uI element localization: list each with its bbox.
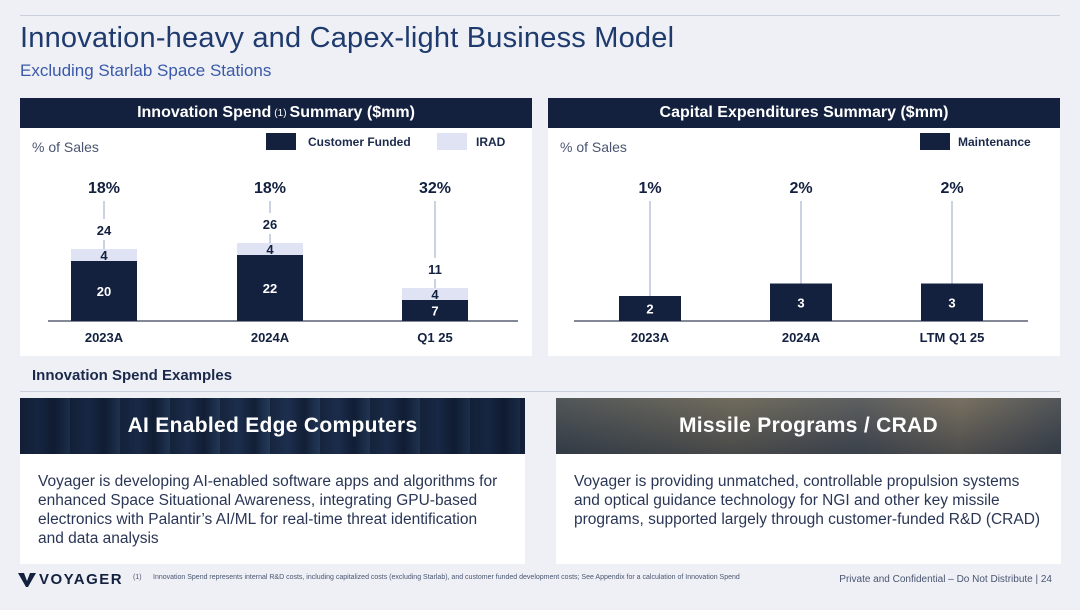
- capex-chart: 2 1% 2023A 3 2% 2024A 3 2% LTM Q1 25: [574, 180, 1028, 345]
- bar-primary-2: [402, 300, 468, 321]
- voyager-logo-text: VOYAGER: [39, 571, 124, 588]
- total-label: 26: [263, 217, 277, 232]
- pct-of-sales-label: % of Sales: [32, 139, 99, 155]
- confidentiality-notice: Private and Confidential – Do Not Distri…: [839, 574, 1052, 585]
- bar-value-label: 4: [431, 287, 439, 302]
- pct-of-sales-value: 18%: [88, 180, 120, 197]
- x-tick-label: 2024A: [251, 330, 290, 345]
- legend-swatch-customer-funded: [266, 133, 296, 150]
- x-tick-label: LTM Q1 25: [920, 330, 985, 345]
- bar-value-label: 22: [263, 281, 277, 296]
- x-tick-label: 2024A: [782, 330, 821, 345]
- innovation-title-suffix: Summary ($mm): [289, 104, 415, 121]
- bar-secondary-1: [237, 243, 303, 255]
- missile-card: Missile Programs / CRAD Voyager is provi…: [556, 398, 1061, 564]
- ai-edge-card-text: Voyager is developing AI-enabled softwar…: [38, 473, 498, 547]
- bar-value-label: 4: [266, 242, 274, 257]
- bar-value-label: 4: [100, 248, 108, 263]
- bar-secondary-2: [402, 288, 468, 300]
- total-label: 24: [97, 223, 112, 238]
- page-subtitle: Excluding Starlab Space Stations: [20, 61, 272, 80]
- capex-panel: Capital Expenditures Summary ($mm) % of …: [548, 98, 1060, 356]
- bar-primary-0: [619, 296, 681, 321]
- missile-card-title: Missile Programs / CRAD: [679, 414, 938, 437]
- legend-swatch-maintenance: [920, 133, 950, 150]
- footnote-number: (1): [133, 574, 142, 581]
- x-tick-label: 2023A: [631, 330, 670, 345]
- pct-of-sales-value: 1%: [638, 180, 661, 197]
- bar-value-label: 20: [97, 284, 111, 299]
- ai-edge-card-title: AI Enabled Edge Computers: [127, 414, 418, 437]
- missile-banner: Missile Programs / CRAD: [556, 398, 1061, 454]
- footnote-marker: (1): [274, 107, 287, 119]
- legend-swatch-irad: [437, 133, 467, 150]
- legend-label-customer-funded: Customer Funded: [308, 135, 411, 149]
- pct-of-sales-value: 2%: [940, 180, 963, 197]
- innovation-title-prefix: Innovation Spend: [137, 104, 272, 121]
- top-rule: [20, 15, 1060, 16]
- legend-label-irad: IRAD: [476, 135, 506, 149]
- voyager-logo: VOYAGER: [18, 571, 123, 588]
- x-tick-label: Q1 25: [417, 330, 452, 345]
- x-tick-label: 2023A: [85, 330, 124, 345]
- bar-secondary-0: [71, 249, 137, 261]
- innovation-spend-panel-header: Innovation Spend (1) Summary ($mm): [20, 98, 532, 128]
- missile-card-text: Voyager is providing unmatched, controll…: [574, 473, 1041, 528]
- pct-of-sales-value: 2%: [789, 180, 812, 197]
- footnote-text: Innovation Spend represents internal R&D…: [153, 574, 740, 581]
- examples-section-label: Innovation Spend Examples: [32, 367, 233, 384]
- bar-primary-2: [921, 283, 983, 321]
- bar-primary-0: [71, 261, 137, 321]
- voyager-v-icon: [18, 572, 36, 587]
- bar-value-label: 3: [797, 295, 804, 310]
- capex-panel-header: Capital Expenditures Summary ($mm): [548, 98, 1060, 128]
- bar-primary-1: [237, 255, 303, 321]
- bar-value-label: 3: [948, 295, 955, 310]
- pct-of-sales-value: 18%: [254, 180, 286, 197]
- innovation-spend-panel: Innovation Spend (1) Summary ($mm) % of …: [20, 98, 532, 356]
- bar-primary-1: [770, 283, 832, 321]
- bar-value-label: 7: [431, 304, 438, 319]
- ai-edge-card: AI Enabled Edge Computers Voyager is dev…: [20, 398, 525, 564]
- total-label: 11: [428, 262, 442, 277]
- pct-of-sales-value: 32%: [419, 180, 451, 197]
- legend-label-maintenance: Maintenance: [958, 135, 1031, 149]
- ai-edge-banner: AI Enabled Edge Computers: [20, 398, 525, 454]
- innovation-spend-chart: 20 4 24 18% 2023A 22 4 26 18% 2024A 7 4 11 32% Q1 25: [48, 180, 518, 345]
- bar-value-label: 2: [646, 302, 653, 317]
- capex-pct-of-sales-label: % of Sales: [560, 139, 627, 155]
- page-title: Innovation-heavy and Capex-light Busines…: [20, 22, 675, 54]
- examples-section-rule: [20, 391, 1060, 392]
